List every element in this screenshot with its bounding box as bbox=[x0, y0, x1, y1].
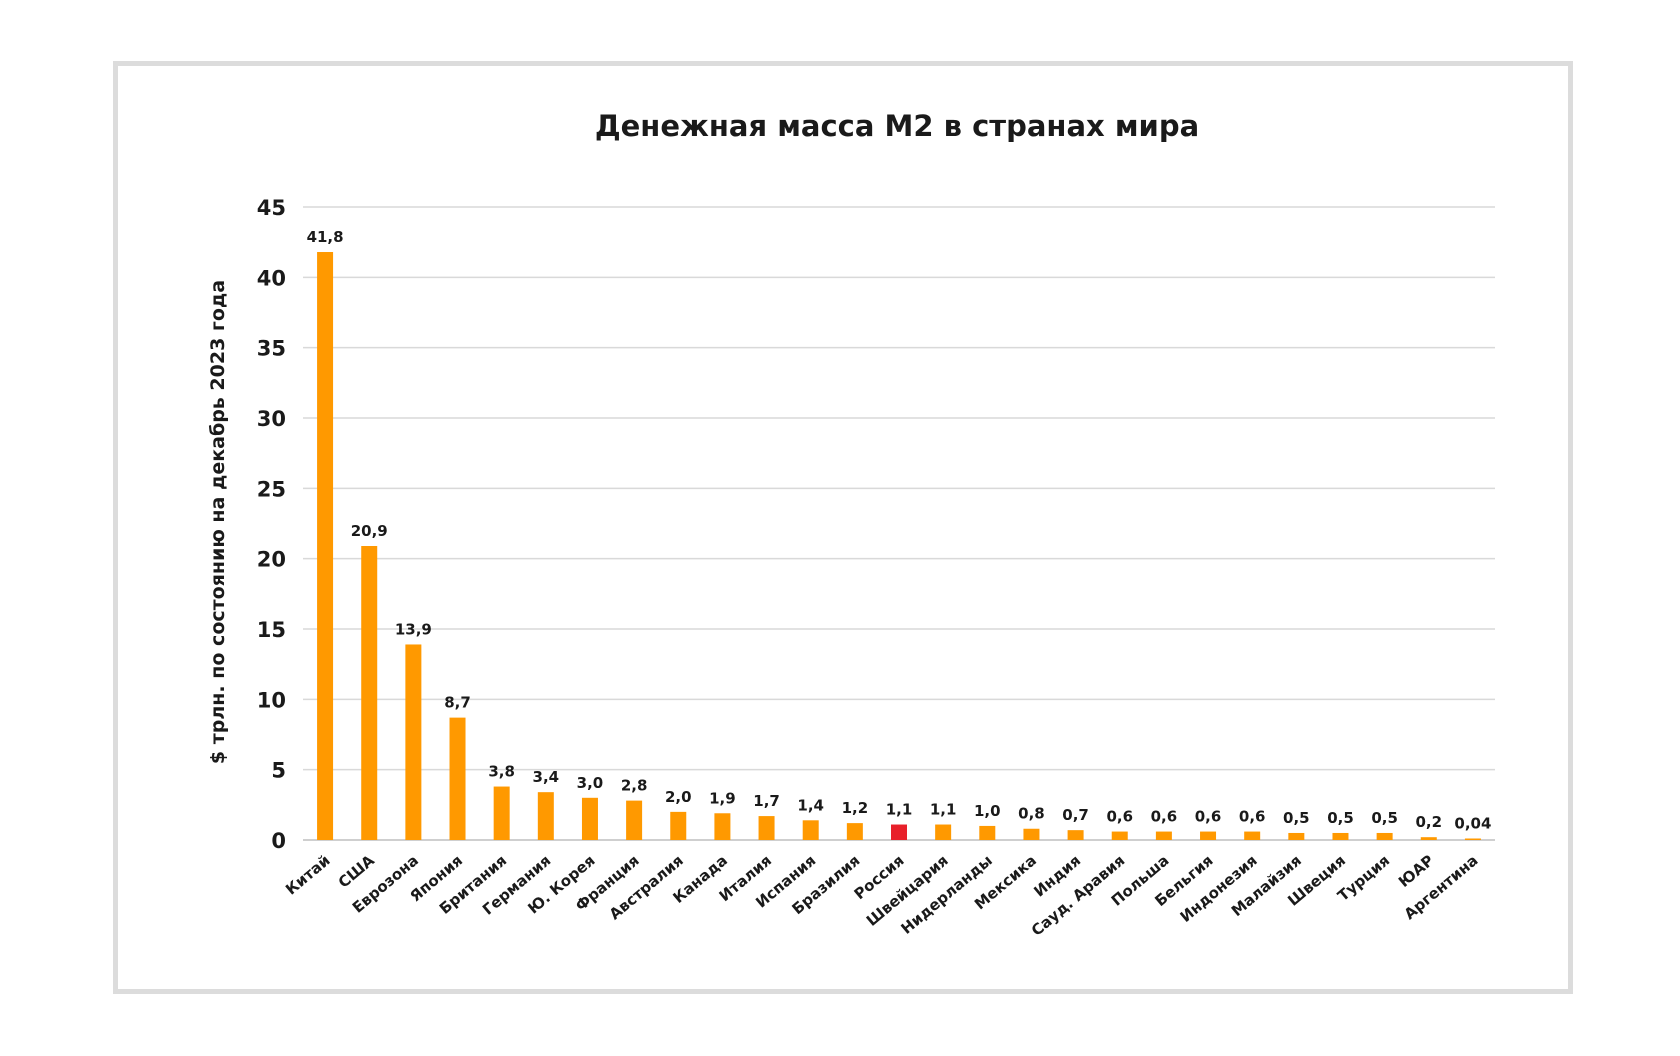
bar-2 bbox=[361, 546, 378, 840]
bar-26 bbox=[1420, 837, 1437, 840]
chart-frame bbox=[113, 61, 1573, 994]
y-tick-labels: 0 5 10 15 20 25 30 35 40 45 bbox=[257, 196, 286, 853]
data-label: 1,9 bbox=[709, 789, 736, 807]
bar-25 bbox=[1376, 832, 1393, 840]
bar-18 bbox=[1067, 830, 1084, 840]
data-label: 0,8 bbox=[1018, 805, 1045, 823]
bar-4 bbox=[449, 717, 466, 840]
data-label: 0,5 bbox=[1371, 809, 1398, 827]
data-label: 20,9 bbox=[351, 522, 388, 540]
bar-5 bbox=[493, 786, 510, 840]
bar-3 bbox=[405, 644, 422, 840]
bar-16 bbox=[979, 825, 996, 840]
data-label: 1,1 bbox=[930, 801, 957, 819]
y-tick-label: 30 bbox=[257, 407, 286, 431]
bar-11 bbox=[758, 816, 775, 840]
y-tick-label: 5 bbox=[271, 759, 286, 783]
y-tick-label: 15 bbox=[257, 618, 286, 642]
data-label: 1,7 bbox=[753, 792, 780, 810]
data-label: 1,0 bbox=[974, 802, 1001, 820]
bar-14 bbox=[891, 824, 907, 840]
bar-7 bbox=[581, 797, 598, 840]
bar-13 bbox=[846, 823, 863, 840]
bar-6 bbox=[537, 792, 554, 840]
data-label: 8,7 bbox=[444, 694, 471, 712]
data-label: 0,04 bbox=[1454, 815, 1491, 833]
data-label: 3,0 bbox=[577, 774, 604, 792]
bars bbox=[317, 252, 1481, 841]
bar-27 bbox=[1464, 838, 1481, 840]
y-tick-label: 10 bbox=[257, 688, 286, 712]
y-tick-label: 45 bbox=[257, 196, 286, 220]
y-tick-label: 35 bbox=[257, 337, 286, 361]
y-axis-label: $ трлн. по состоянию на декабрь 2023 год… bbox=[207, 280, 229, 764]
bar-9 bbox=[670, 811, 687, 840]
y-tick-label: 40 bbox=[257, 266, 286, 290]
data-label: 0,6 bbox=[1106, 808, 1133, 826]
grid-lines bbox=[303, 206, 1495, 841]
bar-10 bbox=[714, 813, 731, 840]
data-labels: 41,8 20,9 13,9 8,7 3,8 3,4 3,0 2,8 2,0 1,9 1,7 1,4 1… bbox=[307, 228, 1492, 832]
data-label: 13,9 bbox=[395, 620, 432, 638]
bar-20 bbox=[1155, 831, 1172, 840]
bar-23 bbox=[1288, 832, 1305, 840]
bar-1 bbox=[317, 252, 334, 841]
data-label: 1,2 bbox=[842, 799, 869, 817]
data-label: 0,6 bbox=[1195, 808, 1222, 826]
data-label: 3,8 bbox=[488, 763, 515, 781]
bar-19 bbox=[1111, 831, 1128, 840]
data-label: 2,8 bbox=[621, 777, 648, 795]
y-tick-label: 20 bbox=[257, 548, 286, 572]
x-tick-labels: Китай СШАЕврозонаЯпонияБританияГерманияЮ.… bbox=[282, 851, 1481, 940]
y-tick-label: 25 bbox=[257, 477, 286, 501]
bar-17 bbox=[1023, 828, 1040, 840]
chart-title: Денежная масса М2 в странах мира bbox=[595, 109, 1199, 143]
data-label: 0,5 bbox=[1283, 809, 1310, 827]
data-label: 0,6 bbox=[1151, 808, 1178, 826]
bar-22 bbox=[1244, 831, 1261, 840]
data-label: 41,8 bbox=[307, 228, 344, 246]
data-label: 2,0 bbox=[665, 788, 692, 806]
y-tick-label: 0 bbox=[271, 829, 286, 853]
data-label: 0,2 bbox=[1415, 813, 1442, 831]
bar-12 bbox=[802, 820, 819, 840]
data-label: 0,5 bbox=[1327, 809, 1354, 827]
data-label: 0,7 bbox=[1062, 806, 1089, 824]
x-tick-label: Китай bbox=[282, 851, 333, 898]
data-label: 1,1 bbox=[886, 801, 913, 819]
bar-21 bbox=[1200, 831, 1217, 840]
bar-15 bbox=[935, 824, 952, 840]
data-label: 3,4 bbox=[533, 768, 560, 786]
bar-8 bbox=[626, 800, 643, 840]
bar-24 bbox=[1332, 832, 1349, 840]
data-label: 0,6 bbox=[1239, 808, 1266, 826]
data-label: 1,4 bbox=[797, 796, 824, 814]
